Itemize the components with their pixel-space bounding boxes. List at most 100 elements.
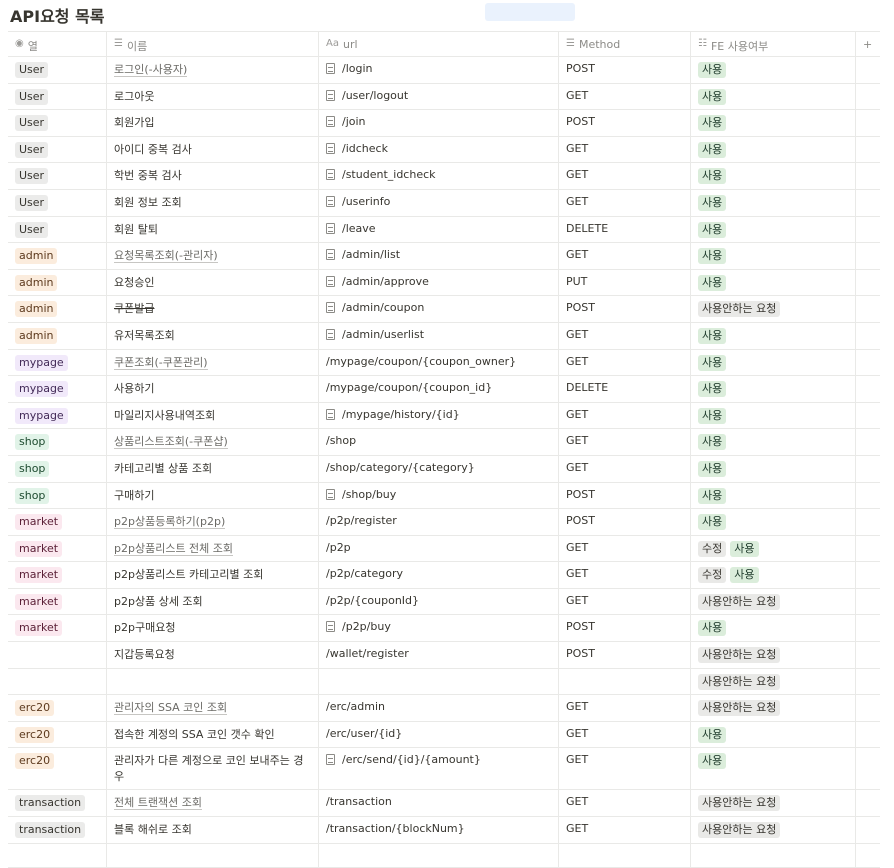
method-cell[interactable]: POST: [559, 482, 691, 509]
category-cell[interactable]: mypage: [8, 376, 107, 402]
table-row[interactable]: User 회원가입/join POST 사용: [8, 110, 880, 137]
api-url[interactable]: /shop/category/{category}: [326, 460, 475, 474]
table-row[interactable]: 지갑등록요청/wallet/register POST 사용안하는 요청: [8, 642, 880, 669]
name-cell[interactable]: 카테고리별 상품 조회: [107, 455, 319, 482]
table-row[interactable]: User 로그아웃/user/logout GET 사용: [8, 83, 880, 111]
table-row[interactable]: mypage 마일리지사용내역조회/mypage/history/{id} GET 사…: [8, 402, 880, 430]
table-row[interactable]: User 회원 탈퇴/leave DELETE 사용: [8, 216, 880, 244]
url-cell[interactable]: /p2p/register: [319, 509, 559, 535]
api-url[interactable]: /user/logout: [342, 88, 409, 102]
method-cell[interactable]: POST: [559, 57, 691, 83]
api-name[interactable]: 상품리스트조회(-쿠폰샵): [114, 435, 228, 450]
category-cell[interactable]: [8, 642, 107, 668]
name-cell[interactable]: 접속한 계정의 SSA 코인 갯수 확인: [107, 721, 319, 748]
fe-usage-cell[interactable]: 수정 사용: [691, 535, 856, 562]
table-row[interactable]: market p2p구매요청/p2p/buy POST 사용: [8, 615, 880, 643]
table-row[interactable]: admin 쿠폰발급/admin/coupon POST 사용안하는 요청: [8, 296, 880, 323]
fe-usage-cell[interactable]: 사용안하는 요청: [691, 695, 856, 721]
fe-usage-cell[interactable]: 사용: [691, 482, 856, 509]
name-cell[interactable]: 쿠폰발급: [107, 296, 319, 322]
api-url[interactable]: /admin/coupon: [342, 301, 425, 315]
api-url[interactable]: /shop: [326, 434, 357, 448]
table-row[interactable]: User 학번 중복 검사/student_idcheck GET 사용: [8, 163, 880, 190]
api-url[interactable]: /shop/buy: [342, 487, 397, 501]
name-cell[interactable]: 요청목록조회(-관리자): [107, 243, 319, 269]
api-name[interactable]: 관리자의 SSA 코인 조회: [114, 701, 228, 716]
fe-usage-cell[interactable]: 사용: [691, 57, 856, 83]
method-cell[interactable]: [559, 668, 691, 695]
toolbar-button[interactable]: [485, 3, 575, 21]
method-cell[interactable]: POST: [559, 615, 691, 642]
url-cell[interactable]: /join: [319, 110, 559, 136]
category-cell[interactable]: User: [8, 83, 107, 110]
category-cell[interactable]: admin: [8, 296, 107, 322]
fe-usage-cell[interactable]: 사용: [691, 615, 856, 642]
api-name[interactable]: 쿠폰조회(-쿠폰관리): [114, 355, 208, 370]
url-cell[interactable]: /erc/admin: [319, 695, 559, 721]
name-cell[interactable]: 구매하기: [107, 482, 319, 509]
api-name[interactable]: p2p상품등록하기(p2p): [114, 515, 226, 530]
name-cell[interactable]: p2p상품등록하기(p2p): [107, 509, 319, 535]
api-url[interactable]: /admin/userlist: [342, 327, 425, 341]
fe-usage-cell[interactable]: 사용: [691, 376, 856, 402]
category-cell[interactable]: mypage: [8, 402, 107, 429]
table-row[interactable]: shop 카테고리별 상품 조회/shop/category/{category}…: [8, 455, 880, 483]
api-url[interactable]: /student_idcheck: [342, 168, 436, 182]
fe-usage-cell[interactable]: 수정 사용: [691, 562, 856, 588]
table-row[interactable]: User 회원 정보 조회/userinfo GET 사용: [8, 189, 880, 217]
fe-usage-cell[interactable]: 사용: [691, 402, 856, 429]
table-row[interactable]: market p2p상품 상세 조회/p2p/{couponId} GET 사용안하는…: [8, 588, 880, 616]
name-cell[interactable]: 회원가입: [107, 110, 319, 136]
category-cell[interactable]: User: [8, 136, 107, 163]
api-url[interactable]: /p2p/buy: [342, 620, 391, 634]
fe-usage-cell[interactable]: 사용: [691, 216, 856, 243]
method-cell[interactable]: GET: [559, 136, 691, 163]
name-cell[interactable]: 관리자의 SSA 코인 조회: [107, 695, 319, 721]
url-cell[interactable]: /p2p: [319, 535, 559, 562]
name-cell[interactable]: p2p상품 상세 조회: [107, 588, 319, 615]
api-url[interactable]: /idcheck: [342, 141, 388, 155]
table-row[interactable]: transaction 전체 트랜잭션 조회/transaction GET 사용안하…: [8, 790, 880, 818]
fe-usage-cell[interactable]: 사용: [691, 429, 856, 455]
fe-usage-cell[interactable]: 사용: [691, 136, 856, 163]
method-cell[interactable]: GET: [559, 83, 691, 110]
table-row[interactable]: shop 상품리스트조회(-쿠폰샵) /shop GET 사용: [8, 429, 880, 456]
table-row[interactable]: User 로그인(-사용자) /login POST 사용: [8, 57, 880, 84]
method-cell[interactable]: GET: [559, 562, 691, 588]
method-cell[interactable]: GET: [559, 163, 691, 189]
method-cell[interactable]: GET: [559, 402, 691, 429]
method-cell[interactable]: POST: [559, 110, 691, 136]
category-cell[interactable]: User: [8, 57, 107, 83]
name-cell[interactable]: p2p상품리스트 전체 조회: [107, 535, 319, 562]
column-header-category[interactable]: ◉ 열: [8, 32, 107, 56]
url-cell[interactable]: /shop/buy: [319, 482, 559, 509]
method-cell[interactable]: GET: [559, 695, 691, 721]
api-url[interactable]: /p2p/{couponId}: [326, 593, 420, 607]
api-url[interactable]: /p2p/register: [326, 514, 397, 528]
url-cell[interactable]: /shop: [319, 429, 559, 455]
table-row[interactable]: mypage 사용하기/mypage/coupon/{coupon_id} DELE…: [8, 376, 880, 403]
name-cell[interactable]: 상품리스트조회(-쿠폰샵): [107, 429, 319, 455]
name-cell[interactable]: 쿠폰조회(-쿠폰관리): [107, 349, 319, 376]
category-cell[interactable]: market: [8, 588, 107, 615]
name-cell[interactable]: 전체 트랜잭션 조회: [107, 790, 319, 817]
method-cell[interactable]: GET: [559, 429, 691, 455]
name-cell[interactable]: 지갑등록요청: [107, 642, 319, 668]
method-cell[interactable]: GET: [559, 721, 691, 748]
category-cell[interactable]: shop: [8, 429, 107, 455]
api-url[interactable]: /login: [342, 62, 373, 75]
table-row[interactable]: admin 요청승인/admin/approve PUT 사용: [8, 269, 880, 297]
url-cell[interactable]: /p2p/{couponId}: [319, 588, 559, 615]
api-url[interactable]: /transaction/{blockNum}: [326, 822, 465, 836]
category-cell[interactable]: admin: [8, 243, 107, 269]
fe-usage-cell[interactable]: 사용: [691, 455, 856, 482]
column-header-method[interactable]: ☰ Method: [559, 32, 691, 56]
category-cell[interactable]: transaction: [8, 790, 107, 817]
table-row[interactable]: erc20 관리자의 SSA 코인 조회/erc/admin GET 사용안하는 요청: [8, 695, 880, 722]
name-cell[interactable]: 아이디 중복 검사: [107, 136, 319, 163]
method-cell[interactable]: POST: [559, 296, 691, 322]
fe-usage-cell[interactable]: 사용: [691, 163, 856, 189]
method-cell[interactable]: DELETE: [559, 376, 691, 402]
name-cell[interactable]: p2p상품리스트 카테고리별 조회: [107, 562, 319, 588]
url-cell[interactable]: /admin/coupon: [319, 296, 559, 322]
